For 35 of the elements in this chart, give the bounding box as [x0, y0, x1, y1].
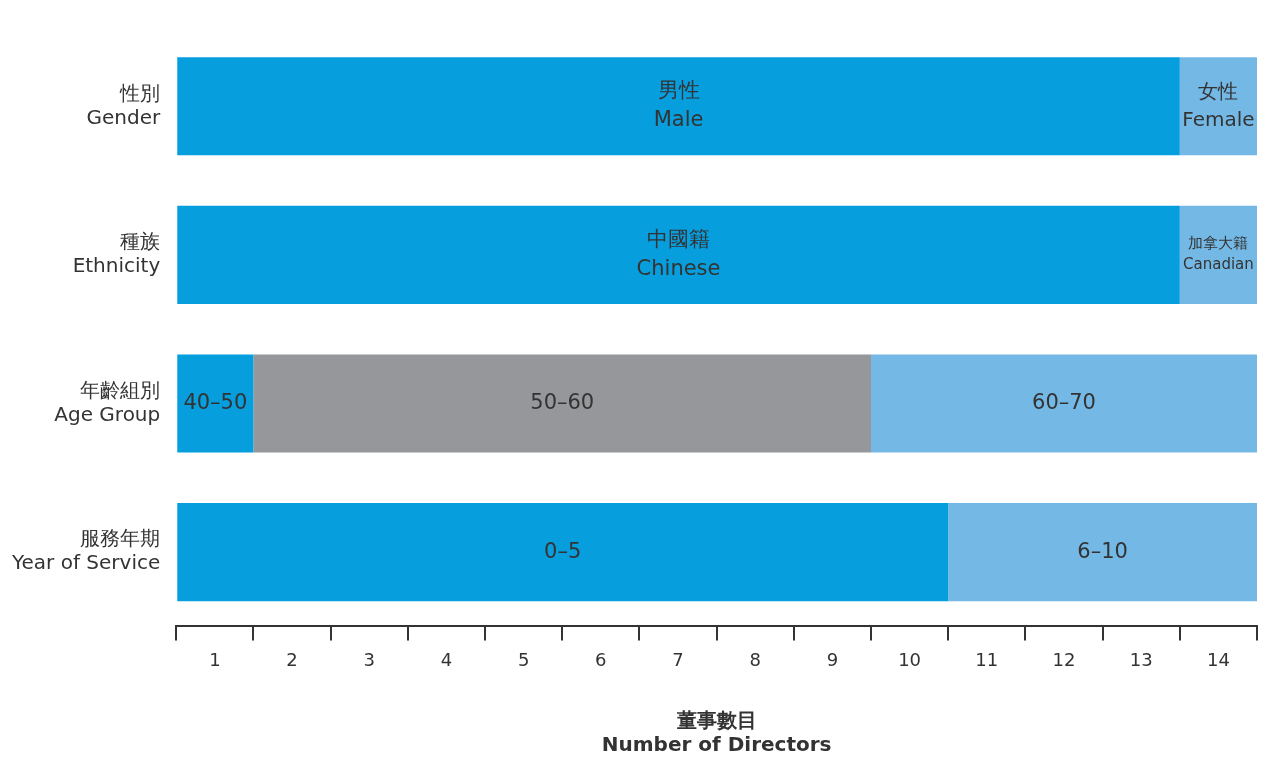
x-tick-label: 4: [440, 648, 453, 670]
x-tick-label: 5: [517, 648, 530, 670]
data-label: 加拿大籍 Canadian: [1183, 234, 1254, 274]
x-tick-label: 6: [595, 648, 607, 670]
x-tick-label: 9: [826, 648, 839, 670]
bar: [253, 354, 872, 453]
x-tick-label: 10: [898, 648, 922, 670]
data-label: 0–5: [544, 538, 582, 563]
x-tick-label: 12: [1052, 648, 1076, 670]
bar: [177, 205, 1180, 304]
data-label: 40–50: [183, 389, 248, 414]
data-label: 6–10: [1077, 538, 1128, 563]
x-tick-label: 1: [209, 648, 221, 670]
data-label: 男性 Male: [653, 78, 704, 132]
data-label: 60–70: [1032, 389, 1096, 414]
x-tick-label: 3: [363, 648, 375, 670]
x-tick-label: 14: [1206, 648, 1230, 670]
data-label: 中國籍 Chinese: [636, 226, 721, 281]
bar: [871, 354, 1257, 453]
y-tick-label: 種族 Ethnicity: [72, 229, 161, 278]
x-tick-label: 13: [1129, 648, 1153, 670]
x-tick-label: 2: [286, 648, 298, 670]
data-label: 50–60: [530, 389, 595, 414]
x-axis-title: 董事數目 Number of Directors: [601, 708, 832, 757]
bar: [177, 503, 949, 602]
bar: [948, 503, 1257, 602]
bar: [177, 354, 254, 453]
y-tick-label: 年齡組別 Age Group: [54, 377, 161, 426]
bar: [177, 57, 1180, 156]
x-tick-label: 11: [975, 648, 999, 670]
data-label: 女性 Female: [1182, 78, 1255, 131]
y-tick-label: 性別 Gender: [86, 80, 162, 129]
x-tick-label: 8: [749, 648, 761, 670]
x-tick-label: 7: [672, 648, 684, 670]
y-tick-label: 服務年期 Year of Service: [10, 526, 161, 575]
